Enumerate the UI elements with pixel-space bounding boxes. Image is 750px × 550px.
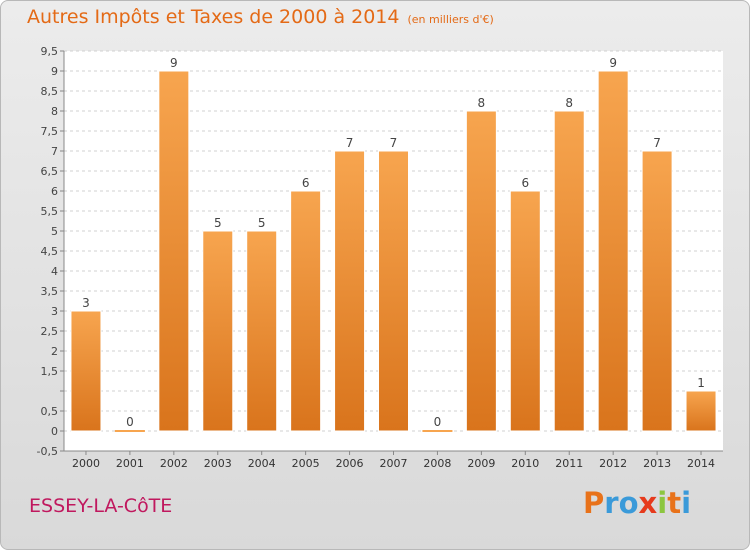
chart-title-text: Autres Impôts et Taxes de 2000 à 2014 [27, 6, 400, 28]
y-tick-label: 6,5 [41, 165, 59, 178]
bar [422, 430, 453, 432]
logo-letter: t [667, 486, 682, 520]
bar [509, 190, 541, 432]
logo-letter: P [583, 486, 605, 520]
y-tick-label: 4 [51, 265, 58, 278]
data-label: 6 [521, 176, 529, 190]
data-label: 9 [170, 56, 178, 70]
logo-letter: r [604, 486, 619, 520]
y-tick-label: 3,5 [41, 285, 59, 298]
bar [685, 390, 717, 432]
bar [70, 310, 102, 432]
chart-title: Autres Impôts et Taxes de 2000 à 2014 (en… [27, 6, 494, 28]
data-label: 3 [82, 296, 90, 310]
x-tick-label: 2008 [423, 457, 451, 470]
y-tick-label: 2 [51, 345, 58, 358]
data-label: 7 [346, 136, 354, 150]
x-tick-label: 2006 [336, 457, 364, 470]
data-label: 0 [126, 415, 134, 429]
bar [202, 230, 234, 432]
y-tick-label: 0 [51, 425, 58, 438]
bar [378, 150, 409, 432]
x-tick-label: 2012 [599, 457, 627, 470]
y-tick-label: 4,5 [41, 245, 59, 258]
x-tick-label: 2000 [72, 457, 100, 470]
data-label: 0 [434, 415, 442, 429]
x-tick-label: 2011 [555, 457, 583, 470]
y-tick-label: 5,5 [41, 205, 59, 218]
data-label: 7 [653, 136, 661, 150]
x-tick-label: 2014 [687, 457, 715, 470]
data-label: 5 [214, 216, 222, 230]
x-tick-label: 2009 [467, 457, 495, 470]
x-tick-label: 2005 [292, 457, 320, 470]
logo-letter: i [681, 486, 692, 520]
bar [641, 150, 673, 432]
logo-letter: i [657, 486, 668, 520]
y-tick-label: 1,5 [41, 365, 59, 378]
data-label: 6 [302, 176, 310, 190]
y-tick-label: 3 [51, 305, 58, 318]
x-tick-label: 2004 [248, 457, 276, 470]
y-tick-label: 0,5 [41, 405, 59, 418]
bar [114, 430, 145, 432]
y-tick-label: 9 [51, 65, 58, 78]
y-tick-label: -0,5 [37, 445, 58, 458]
bar [290, 190, 322, 432]
y-tick-label: 5 [51, 225, 58, 238]
commune-name: ESSEY-LA-CôTE [29, 495, 173, 517]
y-tick-label: 7 [51, 145, 58, 158]
data-label: 8 [478, 96, 486, 110]
logo-letter: o [618, 486, 639, 520]
x-tick-label: 2007 [380, 457, 408, 470]
data-label: 9 [609, 56, 617, 70]
data-label: 1 [697, 376, 705, 390]
data-label: 5 [258, 216, 266, 230]
x-tick-label: 2001 [116, 457, 144, 470]
data-label: 7 [390, 136, 398, 150]
x-tick-label: 2010 [511, 457, 539, 470]
proxiti-logo: Proxiti [583, 486, 691, 520]
y-tick-label: 8 [51, 105, 58, 118]
y-tick-label: 6 [51, 185, 58, 198]
bar [158, 70, 190, 432]
bar [246, 230, 278, 432]
bar [334, 150, 366, 432]
logo-letter: x [638, 486, 658, 520]
y-tick-label: 2,5 [41, 325, 59, 338]
data-label: 8 [565, 96, 573, 110]
x-tick-label: 2013 [643, 457, 671, 470]
y-tick-label: 8,5 [41, 85, 59, 98]
chart-unit: (en milliers d'€) [407, 13, 494, 26]
y-tick-label: 7,5 [41, 125, 59, 138]
x-tick-label: 2003 [204, 457, 232, 470]
bar [465, 110, 497, 432]
bar [597, 70, 629, 432]
y-tick-label: 9,5 [41, 45, 59, 58]
x-tick-label: 2002 [160, 457, 188, 470]
bar [553, 110, 585, 432]
